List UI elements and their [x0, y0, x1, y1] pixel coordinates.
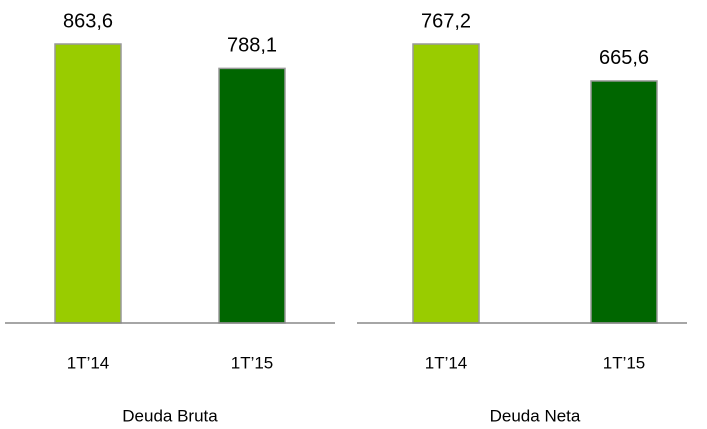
chart-title: Deuda Bruta: [122, 406, 218, 425]
x-tick-label: 1T’14: [67, 353, 110, 372]
x-tick-label: 1T’15: [603, 353, 646, 372]
bar: [590, 80, 658, 324]
chart-title: Deuda Neta: [490, 406, 581, 425]
value-label: 788,1: [227, 35, 277, 57]
value-label: 767,2: [421, 10, 471, 32]
value-label: 665,6: [599, 47, 649, 69]
bar: [54, 43, 122, 324]
bar: [218, 67, 286, 324]
x-tick-label: 1T’15: [231, 353, 274, 372]
x-tick-label: 1T’14: [425, 353, 468, 372]
bar: [412, 43, 480, 324]
value-label: 863,6: [63, 10, 113, 32]
